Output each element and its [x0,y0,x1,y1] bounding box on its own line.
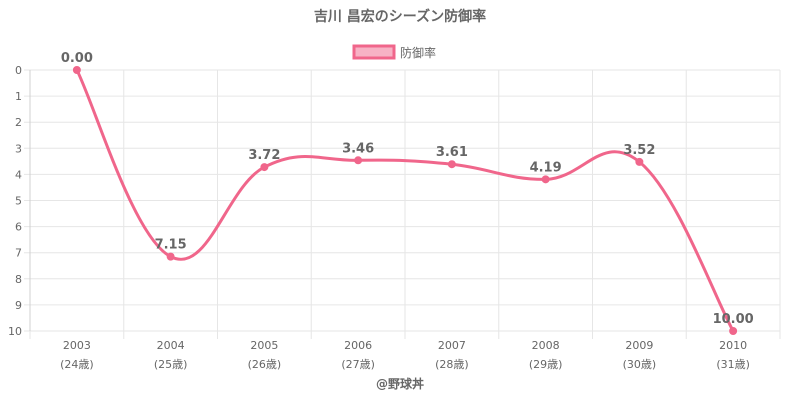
data-label: 3.52 [623,143,655,158]
y-tick-label: 5 [15,195,22,208]
y-tick-label: 3 [15,142,22,155]
x-tick-label: 2007 [438,339,466,352]
data-point [729,327,738,335]
y-tick-label: 1 [15,90,22,103]
data-point [72,66,81,74]
legend[interactable]: 防御率 [352,44,436,60]
x-tick-label: 2009 [625,339,653,352]
x-tick-sublabel: (27歳) [341,358,375,371]
x-tick-sublabel: (24歳) [60,358,94,371]
data-point [447,160,456,169]
y-tick-label: 10 [8,325,22,338]
series-era [72,66,738,335]
data-label: 3.72 [248,148,280,163]
data-labels: 0.00 7.15 3.72 3.46 3.61 4.19 3.52 10.00 [61,51,754,327]
y-tick-label: 9 [15,299,22,312]
legend-swatch [352,44,396,60]
y-tick-label: 6 [15,221,22,234]
x-tick-label: 2010 [719,339,747,352]
data-label: 3.61 [436,145,468,160]
legend-label: 防御率 [400,45,436,60]
x-tick-label: 2003 [63,339,91,352]
x-tick-label: 2005 [250,339,278,352]
y-tick-label: 4 [15,168,22,181]
data-point [354,156,363,165]
x-tick-sublabel: (26歳) [248,358,282,371]
x-tick-label: 2006 [344,339,372,352]
data-label: 3.46 [342,141,374,156]
grid [24,69,781,339]
y-axis: 0 1 2 3 4 5 6 7 8 9 10 [8,64,22,338]
x-tick-sublabel: (28歳) [435,358,469,371]
y-tick-label: 2 [15,116,22,129]
x-tick-sublabel: (29歳) [529,358,563,371]
data-label: 7.15 [155,238,187,253]
y-tick-label: 7 [15,247,22,260]
x-tick-sublabel: (25歳) [154,358,188,371]
data-label: 0.00 [61,51,93,66]
data-point [541,175,550,184]
x-tick-label: 2004 [157,339,185,352]
data-point [635,157,644,166]
chart-credit: @野球丼 [376,376,424,391]
data-label: 10.00 [713,312,754,327]
chart-title: 吉川 昌宏のシーズン防御率 [314,8,486,25]
x-tick-sublabel: (30歳) [623,358,657,371]
x-axis: 2003 (24歳) 2004 (25歳) 2005 (26歳) 2006 (27歳) 2007… [60,339,750,371]
data-point [166,252,175,261]
data-point [260,163,269,172]
x-tick-sublabel: (31歳) [716,358,750,371]
y-tick-label: 0 [15,64,22,77]
x-tick-label: 2008 [532,339,560,352]
y-tick-label: 8 [15,273,22,286]
data-label: 4.19 [530,160,562,175]
